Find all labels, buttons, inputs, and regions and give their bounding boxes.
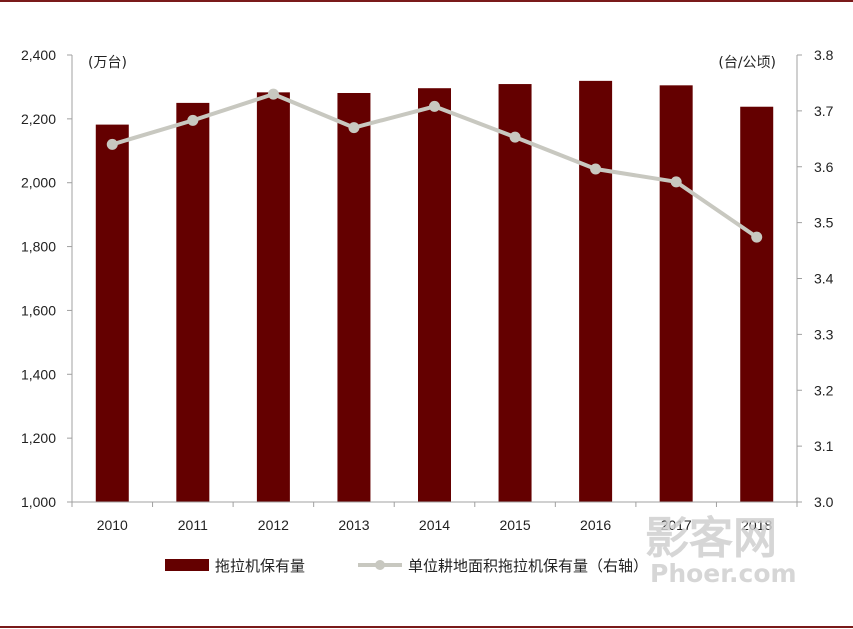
line-point-2018 bbox=[751, 231, 763, 243]
line-point-2015 bbox=[509, 131, 521, 143]
left-tick-label: 1,200 bbox=[21, 430, 56, 446]
x-tick-label: 2017 bbox=[661, 517, 692, 533]
bar-2011 bbox=[176, 102, 210, 503]
line-series-group bbox=[106, 88, 763, 243]
right-tick-label: 3.2 bbox=[814, 382, 834, 398]
left-tick-label: 2,400 bbox=[21, 47, 56, 63]
left-tick-label: 1,000 bbox=[21, 494, 56, 510]
right-tick-label: 3.0 bbox=[814, 494, 834, 510]
bar-2017 bbox=[659, 85, 693, 502]
x-tick-label: 2011 bbox=[178, 517, 208, 533]
right-tick-label: 3.1 bbox=[814, 438, 834, 454]
x-tick-label: 2012 bbox=[258, 517, 289, 533]
right-tick-label: 3.4 bbox=[814, 271, 834, 287]
left-axis-unit: (万台) bbox=[88, 55, 127, 71]
left-tick-label: 1,600 bbox=[21, 302, 56, 318]
x-tick-label: 2010 bbox=[97, 517, 128, 533]
line-point-2016 bbox=[590, 163, 602, 175]
watermark-url: Phoer.com bbox=[650, 559, 797, 588]
watermark: 影客网 Phoer.com bbox=[645, 513, 797, 588]
line-point-2014 bbox=[429, 100, 440, 112]
axes-group: 1,000 1,200 1,400 1,600 1,800 2,000 2,200 2,400… bbox=[21, 47, 834, 533]
right-tick-label: 3.7 bbox=[814, 103, 834, 119]
bar-2013 bbox=[337, 92, 371, 503]
legend-line-marker bbox=[375, 560, 385, 570]
line-point-2012 bbox=[267, 88, 279, 100]
bar-2012 bbox=[256, 92, 290, 502]
right-tick-label: 3.3 bbox=[814, 326, 834, 342]
bar-2014 bbox=[418, 88, 451, 502]
right-axis-unit: (台/公顷) bbox=[718, 55, 776, 71]
x-tick-label: 2015 bbox=[499, 517, 530, 533]
bar-2010 bbox=[95, 124, 129, 503]
right-tick-label: 3.5 bbox=[814, 215, 834, 231]
left-tick-label: 1,400 bbox=[21, 366, 56, 382]
legend-bar-swatch bbox=[165, 559, 209, 571]
legend: 拖拉机保有量 单位耕地面积拖拉机保有量（右轴） bbox=[165, 557, 648, 575]
left-tick-label: 2,000 bbox=[21, 175, 56, 191]
bar-2016 bbox=[579, 80, 613, 502]
watermark-text: 影客网 bbox=[645, 513, 777, 564]
right-tick-label: 3.6 bbox=[814, 159, 834, 175]
legend-bar-label: 拖拉机保有量 bbox=[215, 557, 305, 575]
bar-2015 bbox=[498, 84, 532, 503]
left-tick-label: 2,200 bbox=[21, 111, 56, 127]
x-tick-label: 2018 bbox=[741, 517, 772, 533]
line-point-2010 bbox=[106, 138, 118, 150]
x-tick-label: 2016 bbox=[580, 517, 611, 533]
left-tick-label: 1,800 bbox=[21, 239, 56, 255]
right-tick-label: 3.8 bbox=[814, 47, 834, 63]
x-tick-label: 2013 bbox=[338, 517, 369, 533]
legend-line-label: 单位耕地面积拖拉机保有量（右轴） bbox=[408, 557, 648, 575]
bottom-rule bbox=[0, 626, 853, 628]
bar-2018 bbox=[740, 106, 774, 502]
bars-group bbox=[95, 80, 774, 503]
top-rule bbox=[0, 0, 853, 2]
x-tick-label: 2014 bbox=[419, 517, 450, 533]
line-point-2011 bbox=[187, 114, 199, 126]
line-point-2013 bbox=[348, 122, 360, 134]
line-point-2017 bbox=[670, 176, 682, 188]
